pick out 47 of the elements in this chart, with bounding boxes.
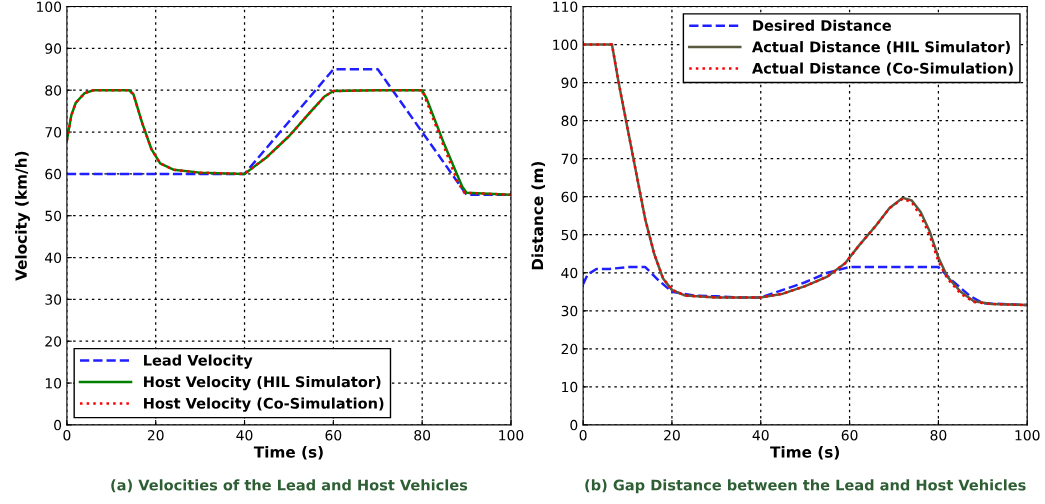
y-tick-label: 50 <box>45 210 62 222</box>
y-tick-label: 10 <box>45 378 62 389</box>
y-tick-label: 40 <box>45 252 62 264</box>
x-tick-label: 80 <box>930 429 947 441</box>
y-tick-label: 90 <box>45 43 62 54</box>
x-tick-label: 20 <box>664 429 680 441</box>
x-tick-label: 60 <box>325 429 342 441</box>
y-tick-label: 70 <box>45 127 62 138</box>
legend-label: Actual Distance (HIL Simulator) <box>751 41 1010 55</box>
legend-label: Lead Velocity <box>144 354 253 369</box>
text: (b) Gap Distance between the Lead and Host Vehicles <box>585 479 1026 494</box>
y-axis-title: Distance (m) <box>531 161 546 270</box>
x-axis-title: Time (s) <box>253 445 323 460</box>
y-tick-label: 60 <box>45 168 62 180</box>
legend-label: Host Velocity (Co-Simulation) <box>144 397 384 412</box>
y-tick-label: 100 <box>553 39 578 51</box>
y-tick-label: 110 <box>553 1 578 13</box>
legend-label: Desired Distance <box>753 19 891 31</box>
y-tick-label: 20 <box>45 336 62 347</box>
y-tick-label: 0 <box>54 419 62 431</box>
x-axis-title: Time (s) <box>770 445 840 460</box>
text: (a) Velocities of the Lead and Host Vehicles <box>111 479 468 493</box>
legend-label: Actual Distance (Co-Simulation) <box>751 62 1013 76</box>
legend-label: Host Velocity (HIL Simulator) <box>144 376 381 391</box>
y-tick-label: 10 <box>562 381 578 393</box>
y-tick-label: 0 <box>570 419 578 431</box>
y-tick-label: 80 <box>561 115 578 127</box>
y-tick-label: 30 <box>45 294 62 305</box>
x-tick-label: 100 <box>1015 429 1040 441</box>
x-tick-label: 40 <box>752 429 769 441</box>
y-tick-label: 40 <box>561 267 578 279</box>
y-tick-label: 60 <box>561 191 578 203</box>
x-tick-label: 80 <box>414 429 431 441</box>
y-tick-label: 70 <box>561 153 578 165</box>
x-tick-label: 20 <box>147 429 164 441</box>
x-tick-label: 40 <box>236 429 253 441</box>
y-tick-label: 90 <box>561 77 578 89</box>
x-tick-label: 100 <box>499 429 524 441</box>
x-tick-label: 0 <box>579 429 587 441</box>
y-tick-label: 50 <box>561 229 578 241</box>
y-tick-label: 80 <box>45 85 62 96</box>
y-tick-label: 30 <box>561 305 578 317</box>
y-tick-label: 20 <box>561 343 578 355</box>
x-tick-label: 60 <box>841 429 858 441</box>
y-axis-title: Velocity (km/h) <box>15 151 30 281</box>
x-tick-label: 0 <box>63 429 71 441</box>
y-tick-label: 100 <box>37 1 62 13</box>
